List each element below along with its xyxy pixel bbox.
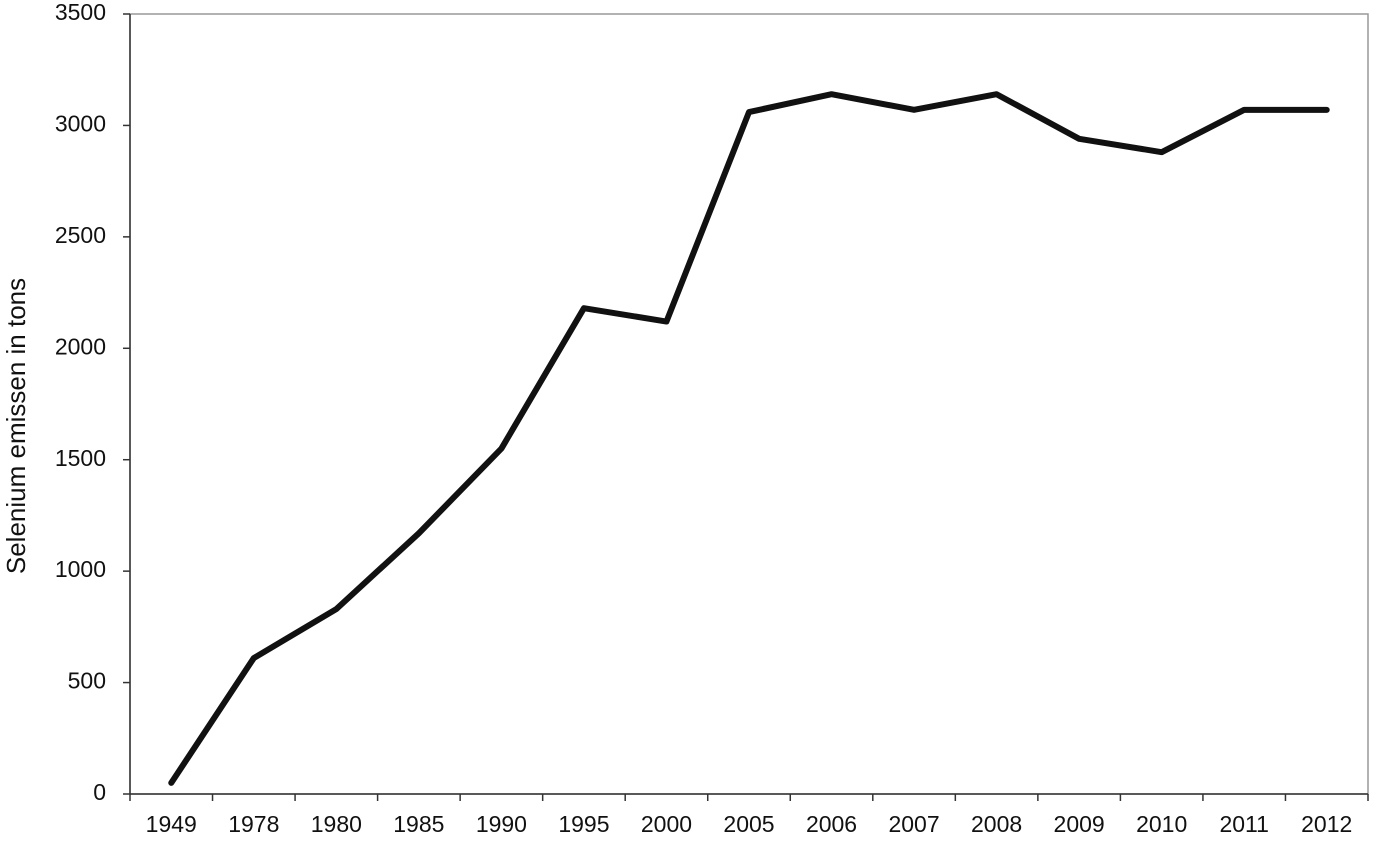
y-tick-label: 1000	[55, 556, 106, 582]
x-tick-label: 2006	[806, 811, 857, 837]
x-tick-label: 2007	[888, 811, 939, 837]
y-tick-label: 500	[68, 668, 106, 694]
x-tick-label: 2005	[723, 811, 774, 837]
x-tick-label: 2000	[641, 811, 692, 837]
plot-frame	[129, 13, 1369, 795]
y-tick-label: 1500	[55, 445, 106, 471]
y-axis-label: Selenium emissen in tons	[1, 278, 31, 574]
x-tick-label: 1990	[476, 811, 527, 837]
x-tick-label: 1980	[311, 811, 362, 837]
x-tick-label: 1978	[228, 811, 279, 837]
y-tick-label: 3500	[55, 0, 106, 25]
x-tick-label: 2009	[1054, 811, 1105, 837]
y-tick-label: 3000	[55, 111, 106, 137]
x-tick-label: 1985	[393, 811, 444, 837]
x-tick-label: 1995	[558, 811, 609, 837]
x-tick-label: 2010	[1136, 811, 1187, 837]
y-tick-label: 0	[93, 779, 106, 805]
x-tick-label: 2011	[1219, 811, 1268, 837]
x-tick-label: 2012	[1301, 811, 1352, 837]
y-tick-label: 2500	[55, 222, 106, 248]
data-line	[168, 91, 1330, 786]
y-tick-label: 2000	[55, 333, 106, 359]
x-tick-label: 1949	[146, 811, 197, 837]
x-tick-label: 2008	[971, 811, 1022, 837]
